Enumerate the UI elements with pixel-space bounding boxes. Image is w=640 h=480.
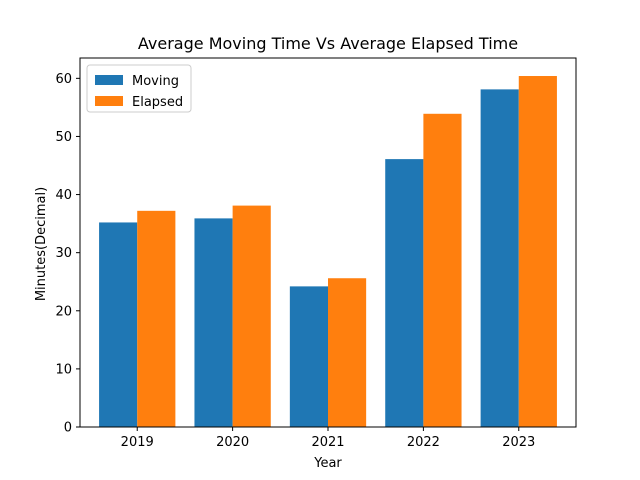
bar-moving-2023 — [480, 89, 519, 428]
y-axis: 0 10 20 30 40 50 60 — [55, 72, 80, 436]
x-tick-label: 2022 — [407, 435, 440, 450]
y-tick-label: 10 — [55, 362, 72, 377]
x-axis: 2019 2020 2021 2022 2023 — [121, 427, 535, 450]
y-tick-label: 0 — [64, 421, 72, 436]
legend-label-elapsed: Elapsed — [132, 95, 183, 110]
x-tick-label: 2021 — [311, 435, 344, 450]
y-tick-label: 60 — [55, 72, 72, 87]
bar-moving-2020 — [194, 218, 233, 427]
x-axis-label: Year — [313, 456, 342, 471]
y-axis-label: Minutes(Decimal) — [34, 187, 49, 301]
plot-area — [99, 76, 557, 428]
legend: Moving Elapsed — [86, 64, 192, 113]
y-tick-label: 20 — [55, 304, 72, 319]
bar-elapsed-2023 — [518, 76, 557, 428]
bar-moving-2022 — [385, 159, 424, 427]
bar-moving-2021 — [289, 286, 328, 427]
bar-elapsed-2019 — [137, 210, 176, 427]
x-tick-label: 2019 — [121, 435, 154, 450]
legend-label-moving: Moving — [132, 74, 179, 89]
y-tick-label: 40 — [55, 188, 72, 203]
bar-elapsed-2021 — [328, 278, 367, 427]
legend-swatch-moving — [95, 75, 123, 85]
y-tick-label: 50 — [55, 130, 72, 145]
legend-swatch-elapsed — [95, 96, 123, 106]
bar-elapsed-2022 — [423, 113, 462, 427]
y-tick-label: 30 — [55, 246, 72, 261]
x-tick-label: 2020 — [216, 435, 249, 450]
chart-title: Average Moving Time Vs Average Elapsed T… — [138, 34, 518, 53]
x-tick-label: 2023 — [502, 435, 535, 450]
bar-moving-2019 — [99, 222, 138, 427]
bar-elapsed-2020 — [232, 205, 271, 427]
